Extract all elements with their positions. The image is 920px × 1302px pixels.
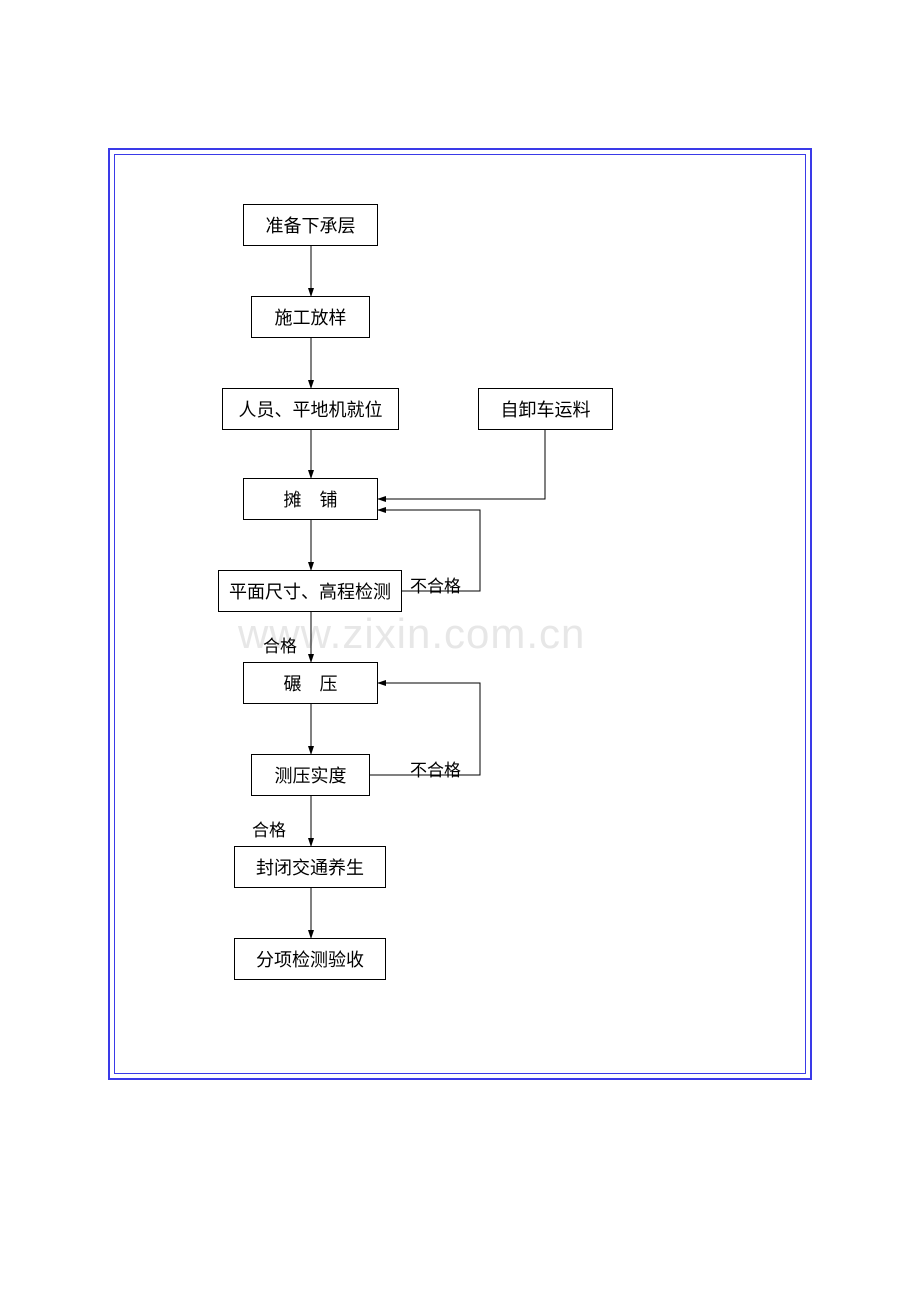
node-spread: 摊 铺 (243, 478, 378, 520)
node-label: 自卸车运料 (501, 396, 591, 422)
node-label: 施工放样 (275, 304, 347, 330)
frame-inner (114, 154, 806, 1074)
node-label: 平面尺寸、高程检测 (229, 578, 391, 604)
node-label: 测压实度 (275, 762, 347, 788)
node-item-acceptance: 分项检测验收 (234, 938, 386, 980)
node-construction-setout: 施工放样 (251, 296, 370, 338)
node-dump-truck: 自卸车运料 (478, 388, 613, 430)
page: www.zixin.com.cn 准备下承层 施工放样 人员、平地机就位 自卸车… (0, 0, 920, 1302)
node-label: 分项检测验收 (256, 946, 364, 972)
node-personnel-grader: 人员、平地机就位 (222, 388, 399, 430)
node-label: 准备下承层 (266, 212, 356, 238)
label-fail-1: 不合格 (410, 572, 461, 597)
label-fail-2: 不合格 (410, 756, 461, 781)
label-pass-1: 合格 (263, 632, 297, 657)
node-label: 碾 压 (284, 670, 338, 696)
node-label: 摊 铺 (284, 486, 338, 512)
node-label: 人员、平地机就位 (239, 396, 383, 422)
frame-outer (108, 148, 812, 1080)
node-label: 封闭交通养生 (256, 854, 364, 880)
node-traffic-close-curing: 封闭交通养生 (234, 846, 386, 888)
label-pass-2: 合格 (252, 816, 286, 841)
node-compaction-test: 测压实度 (251, 754, 370, 796)
node-rolling: 碾 压 (243, 662, 378, 704)
node-prepare-lower-layer: 准备下承层 (243, 204, 378, 246)
node-dimension-check: 平面尺寸、高程检测 (218, 570, 402, 612)
